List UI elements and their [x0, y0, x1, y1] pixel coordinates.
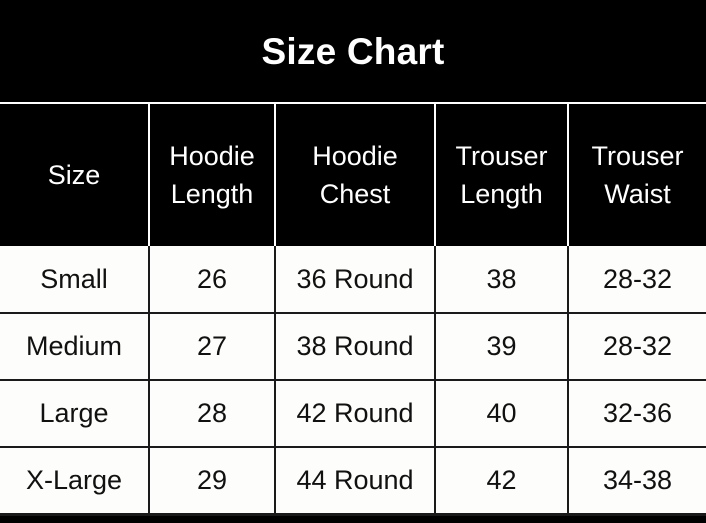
- column-header-trouser-length-line1: Trouser: [455, 140, 548, 171]
- cell-hoodie-length: 28: [149, 380, 276, 448]
- cell-hoodie-length: 26: [149, 246, 276, 314]
- cell-trouser-waist: 28-32: [568, 313, 706, 381]
- cell-hoodie-chest: 42 Round: [275, 380, 436, 448]
- size-chart-table: Size Hoodie Length Hoodie Chest Trouser …: [0, 104, 706, 516]
- column-header-size: Size: [0, 104, 150, 246]
- cell-trouser-waist: 28-32: [568, 246, 706, 314]
- cell-size: X-Large: [0, 447, 150, 516]
- cell-trouser-length: 40: [435, 380, 569, 448]
- cell-trouser-length: 42: [435, 447, 569, 516]
- table-row: X-Large 29 44 Round 42 34-38: [0, 447, 706, 516]
- table-row: Medium 27 38 Round 39 28-32: [0, 313, 706, 381]
- column-header-trouser-waist: Trouser Waist: [568, 104, 706, 246]
- column-header-hoodie-length-line2: Length: [170, 179, 254, 209]
- column-header-hoodie-chest: Hoodie Chest: [275, 104, 436, 246]
- column-header-hoodie-chest-line2: Chest: [319, 179, 391, 209]
- table-row: Small 26 36 Round 38 28-32: [0, 246, 706, 314]
- cell-size: Medium: [0, 313, 150, 381]
- cell-hoodie-chest: 38 Round: [275, 313, 436, 381]
- column-header-trouser-length: Trouser Length: [435, 104, 569, 246]
- cell-trouser-waist: 34-38: [568, 447, 706, 516]
- chart-title-band: Size Chart: [0, 0, 706, 104]
- page-title: Size Chart: [261, 30, 445, 72]
- cell-size: Large: [0, 380, 150, 448]
- cell-trouser-length: 38: [435, 246, 569, 314]
- column-header-hoodie-chest-line1: Hoodie: [312, 140, 398, 171]
- table-row: Large 28 42 Round 40 32-36: [0, 380, 706, 448]
- column-header-hoodie-length-line1: Hoodie: [169, 140, 255, 171]
- cell-size: Small: [0, 246, 150, 314]
- column-header-size-line1: Size: [47, 159, 101, 190]
- table-body: Small 26 36 Round 38 28-32 Medium 27 38 …: [0, 246, 706, 516]
- table-header: Size Hoodie Length Hoodie Chest Trouser …: [0, 104, 706, 246]
- cell-hoodie-chest: 36 Round: [275, 246, 436, 314]
- cell-trouser-length: 39: [435, 313, 569, 381]
- column-header-trouser-length-line2: Length: [460, 179, 543, 209]
- column-header-trouser-waist-line2: Waist: [604, 179, 671, 209]
- header-row: Size Hoodie Length Hoodie Chest Trouser …: [0, 104, 706, 246]
- column-header-trouser-waist-line1: Trouser: [591, 140, 684, 171]
- cell-hoodie-chest: 44 Round: [275, 447, 436, 516]
- column-header-hoodie-length: Hoodie Length: [149, 104, 276, 246]
- cell-hoodie-length: 27: [149, 313, 276, 381]
- cell-trouser-waist: 32-36: [568, 380, 706, 448]
- cell-hoodie-length: 29: [149, 447, 276, 516]
